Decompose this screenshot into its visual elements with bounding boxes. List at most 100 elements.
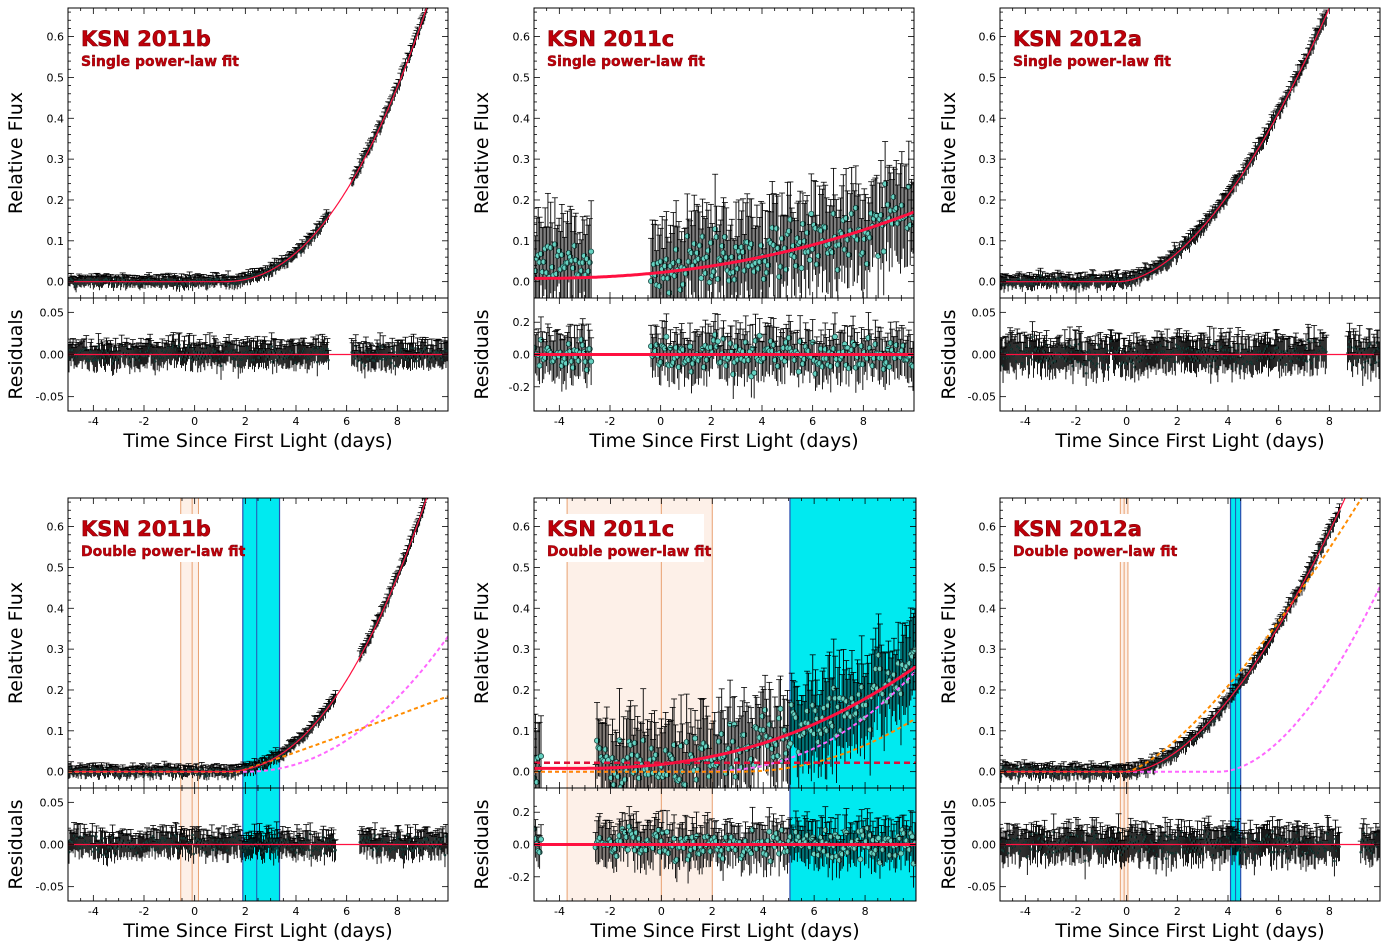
y-tick-label: 0.5 <box>513 71 531 84</box>
residual-point <box>327 358 330 362</box>
panel-title: KSN 2011c <box>547 27 674 51</box>
data-point <box>247 272 250 276</box>
data-point <box>880 248 887 255</box>
x-tick-label: 0 <box>191 415 198 428</box>
y-tick-label: 0.0 <box>47 276 65 289</box>
x-tick-label: 0 <box>657 415 664 428</box>
residual-point <box>392 350 396 354</box>
residual-point <box>363 364 367 367</box>
data-point <box>1240 177 1244 181</box>
panel-subtitle: Single power-law fit <box>547 54 705 70</box>
data-point <box>806 256 813 263</box>
residual-point <box>96 359 99 362</box>
data-point <box>588 248 595 255</box>
y-tick-label: 0.4 <box>513 112 531 125</box>
x-tick-label: -2 <box>605 415 616 428</box>
residual-point <box>415 359 418 363</box>
residual-point <box>153 360 157 363</box>
y-tick-label: 0.1 <box>47 235 65 248</box>
res-tick-label: 0.00 <box>40 349 65 362</box>
residual-point <box>326 347 329 351</box>
y-tick-label: 0.3 <box>47 153 65 166</box>
residual-series <box>68 332 448 380</box>
x-tick-label: 8 <box>860 415 867 428</box>
data-point <box>426 4 429 7</box>
panel-subtitle: Single power-law fit <box>81 54 239 70</box>
y-tick-label: 0.6 <box>513 31 531 44</box>
data-point <box>178 284 181 288</box>
residual-point <box>687 343 694 350</box>
y-tick-label: 0.0 <box>513 276 531 289</box>
panel-title: KSN 2011b <box>81 27 211 51</box>
residual-point <box>588 358 595 365</box>
x-tick-label: 2 <box>708 415 715 428</box>
residual-plot-area <box>534 312 914 399</box>
residual-point <box>663 333 670 340</box>
res-tick-label: 0.05 <box>40 306 65 319</box>
res-tick-label: -0.2 <box>509 381 530 394</box>
residual-point <box>795 368 802 375</box>
x-tick-label: 4 <box>293 415 300 428</box>
data-point <box>698 275 705 282</box>
x-tick-label: -4 <box>554 415 565 428</box>
x-tick-label: 6 <box>343 415 350 428</box>
residual-plot-area <box>68 332 448 380</box>
y-tick-label: 0.2 <box>513 194 531 207</box>
x-tick-label: 2 <box>242 415 249 428</box>
data-point <box>1188 244 1191 248</box>
residual-point <box>380 358 384 361</box>
data-point <box>1017 278 1021 281</box>
y-axis-label: Relative Flux <box>5 92 27 214</box>
residual-point <box>751 369 758 376</box>
y-tick-label: 0.4 <box>47 112 65 125</box>
res-tick-label: 0.2 <box>513 316 531 329</box>
data-point <box>219 282 223 286</box>
residual-point <box>219 364 223 368</box>
x-axis-label: Time Since First Light (days) <box>588 430 858 452</box>
y-tick-label: 0.6 <box>47 31 65 44</box>
residual-point <box>119 355 122 358</box>
flux-plot-area <box>1000 8 1331 294</box>
residual-axis-label: Residuals <box>471 309 493 399</box>
residual-point <box>536 362 543 369</box>
residual-point <box>412 346 415 350</box>
flux-plot-area <box>534 140 914 298</box>
x-tick-label: -4 <box>88 415 99 428</box>
chart-panel-2: -4 -2 0 2 4 6 8 0.0 0.1 0.2 0.3 0.4 0.5 0.6 -0.2 0.0 0.2… <box>471 7 915 452</box>
data-point <box>286 259 290 263</box>
residual-point <box>886 363 893 370</box>
residual-point <box>445 349 448 353</box>
residual-point <box>714 338 721 345</box>
x-tick-label: 8 <box>394 415 401 428</box>
model-fit-curve <box>534 210 914 280</box>
data-point <box>1039 274 1042 277</box>
data-point <box>187 282 190 286</box>
y-axis-label: Relative Flux <box>471 92 493 214</box>
chart-panel-1: -4 -2 0 2 4 6 8 0.0 0.1 0.2 0.3 0.4 0.5 0.6 -0.05 0.00 0… <box>5 1 449 452</box>
residual-axis-label: Residuals <box>5 309 27 399</box>
data-series <box>534 140 914 298</box>
res-tick-label: -0.05 <box>36 391 64 404</box>
flux-plot-area <box>68 1 430 293</box>
model-fit-curve <box>68 8 428 283</box>
residual-point <box>831 333 838 340</box>
flux-axes-frame <box>67 7 449 299</box>
residual-point <box>909 363 914 370</box>
data-point <box>1077 283 1081 287</box>
chart-panel-3: -4 -2 0 2 4 6 80.00.10.20.30.40.50.6-0.050.000… <box>938 7 1381 452</box>
residual-point <box>389 361 393 365</box>
data-point <box>808 210 815 217</box>
y-tick-label: 0.5 <box>47 71 65 84</box>
residual-point <box>404 347 407 351</box>
residual-point <box>353 357 357 360</box>
y-tick-label: 0.3 <box>513 153 531 166</box>
res-tick-label: 0.0 <box>513 349 531 362</box>
x-tick-label: -2 <box>139 415 150 428</box>
x-axis-label: Time Since First Light (days) <box>122 430 392 452</box>
data-point <box>798 265 805 272</box>
data-point <box>427 1 430 4</box>
residual-point <box>270 345 273 348</box>
x-tick-label: 4 <box>759 415 766 428</box>
y-tick-label: 0.2 <box>47 194 65 207</box>
